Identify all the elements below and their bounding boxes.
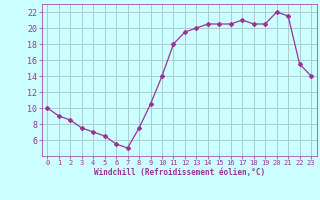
- X-axis label: Windchill (Refroidissement éolien,°C): Windchill (Refroidissement éolien,°C): [94, 168, 265, 177]
